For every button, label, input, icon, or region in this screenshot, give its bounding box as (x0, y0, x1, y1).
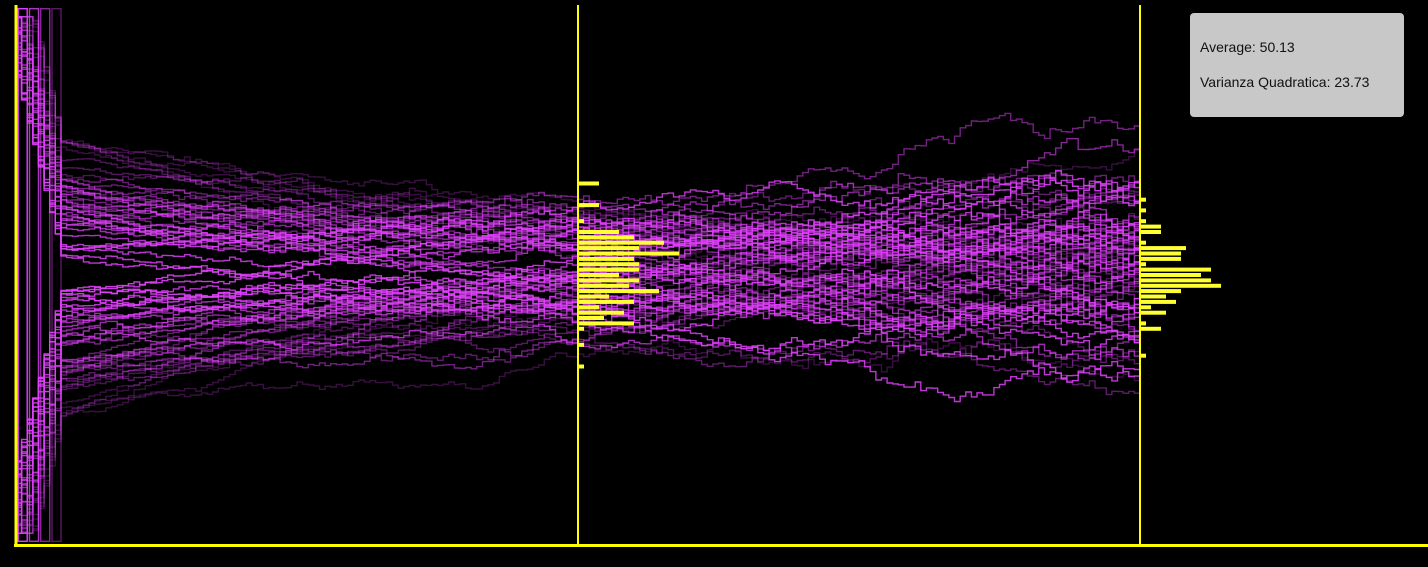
variance-value: 23.73 (1334, 74, 1370, 90)
walk-path (16, 16, 1141, 272)
histogram-bar (579, 310, 624, 315)
histogram-bar (1141, 267, 1211, 272)
histogram-bar (579, 321, 634, 326)
histogram-bar (1141, 326, 1161, 331)
histogram-bar (579, 235, 634, 240)
histogram-bar (1141, 224, 1161, 229)
histogram-bar (1141, 353, 1146, 358)
histogram-bar (1141, 310, 1166, 315)
average-row: Average: 50.13 (1200, 39, 1394, 56)
average-label: Average: (1200, 39, 1256, 55)
walk-path (16, 329, 1141, 534)
histograms (577, 5, 1221, 546)
axes (14, 5, 1428, 547)
histogram-bar (579, 267, 639, 272)
walk-path (51, 7, 62, 542)
walk-path (16, 16, 1141, 259)
histogram-bar (1141, 283, 1221, 288)
histogram-bar (579, 203, 599, 208)
histogram-bar (579, 299, 634, 304)
walk-path (16, 338, 1141, 534)
histogram-bar (579, 316, 604, 320)
histogram-bar (579, 240, 664, 245)
histogram-bar (579, 305, 599, 310)
histogram-bar (1141, 219, 1146, 224)
histogram-bar (1141, 294, 1166, 299)
histogram-bar (579, 364, 584, 369)
histogram-bar (1141, 197, 1146, 202)
histogram-bar (579, 278, 639, 283)
histogram-bar (1141, 273, 1201, 277)
histogram-bar (1141, 240, 1146, 245)
histogram-bar (1141, 246, 1186, 251)
histogram-bar (1141, 299, 1176, 304)
histogram-bar (579, 326, 584, 331)
histogram-bar (579, 262, 639, 267)
walk-path (16, 16, 1140, 284)
histogram-bar (579, 181, 599, 186)
stats-panel: Average: 50.13 Varianza Quadratica: 23.7… (1190, 13, 1404, 117)
walk-path (40, 7, 51, 542)
histogram-bar (579, 294, 609, 299)
histogram-bar (1141, 289, 1181, 294)
histogram-bar (579, 256, 634, 261)
walk-path (16, 16, 1141, 232)
histogram-bar (1141, 278, 1211, 283)
histogram-bar (579, 273, 619, 277)
histogram-bar (579, 230, 619, 234)
walk-path (16, 229, 1141, 534)
histogram-bar (1141, 251, 1181, 256)
walk-path (17, 7, 28, 542)
walk-path (28, 7, 40, 542)
histogram-bar (1141, 230, 1161, 234)
average-value: 50.13 (1259, 39, 1295, 55)
histogram-bar (1141, 208, 1146, 213)
histogram-bar (1141, 321, 1146, 326)
histogram-bar (579, 251, 679, 256)
variance-label: Varianza Quadratica: (1200, 74, 1331, 90)
histogram-bar (1141, 262, 1146, 267)
histogram-bar (1141, 305, 1151, 310)
histogram-bar (579, 289, 659, 294)
histogram-bar (579, 283, 629, 288)
histogram-bar (579, 219, 584, 224)
histogram-bar (1141, 256, 1181, 261)
histogram-bar (579, 342, 584, 347)
variance-row: Varianza Quadratica: 23.73 (1200, 74, 1394, 91)
histogram-bar (579, 246, 639, 251)
